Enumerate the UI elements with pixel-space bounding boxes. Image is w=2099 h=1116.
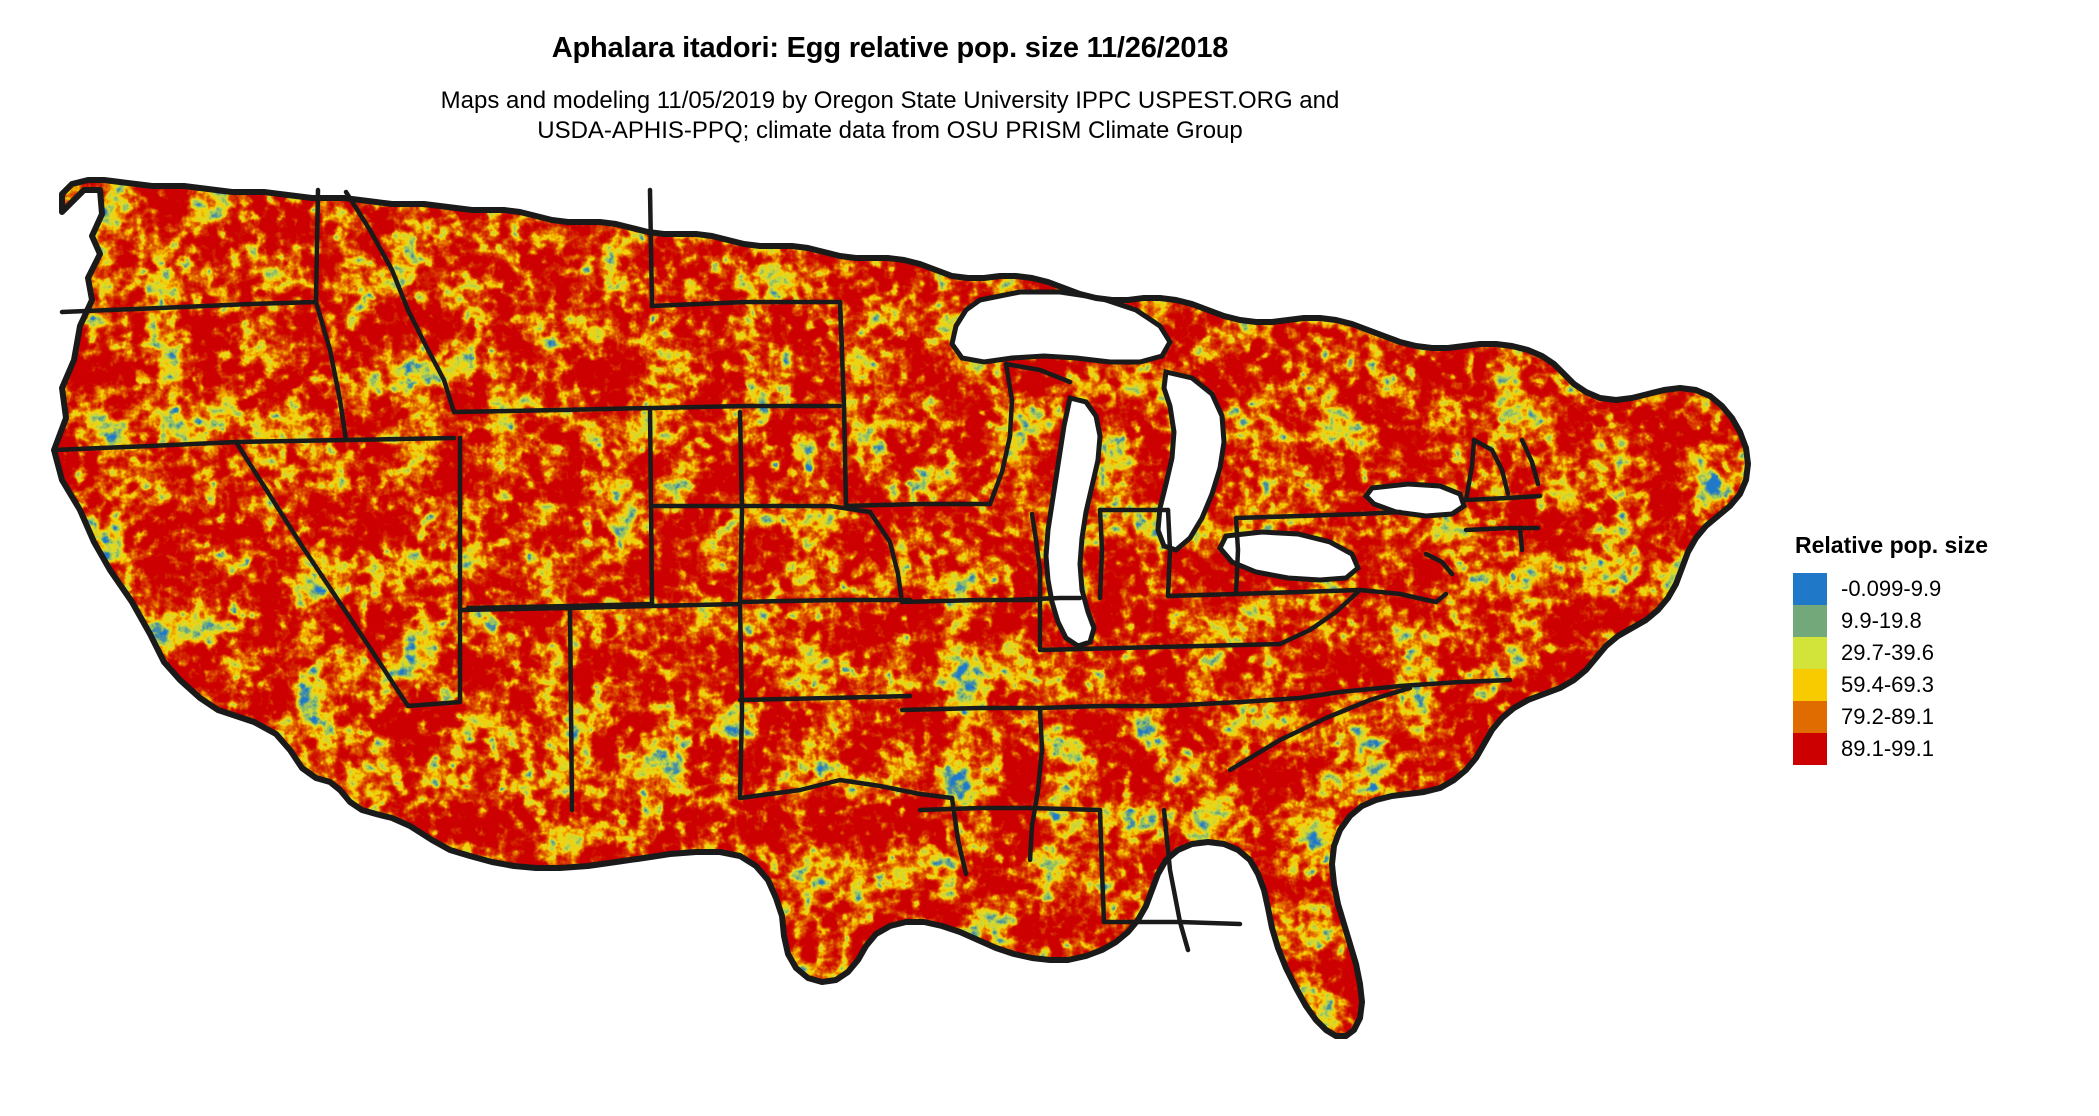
- state-borders-layer: [51, 187, 1543, 953]
- state-border-sd-nd: [649, 403, 843, 411]
- state-border-ok-tx: [737, 777, 955, 801]
- state-border-la-ms: [1027, 805, 1103, 813]
- page-subtitle: Maps and modeling 11/05/2019 by Oregon S…: [0, 86, 1780, 146]
- state-border-nh-me: [1519, 437, 1541, 487]
- legend-items: -0.099-9.9 9.9-19.8 29.7-39.6 59.4-69.3 79.2…: [1793, 573, 2083, 765]
- state-border-il-in: [1097, 507, 1105, 601]
- state-border-ma-ct-ri: [1463, 525, 1541, 533]
- state-border-ar-la: [917, 805, 1033, 813]
- state-border-ks-ok: [737, 693, 913, 703]
- state-border-va-md: [1357, 587, 1439, 605]
- state-border-tx-la: [949, 795, 969, 877]
- state-border-or-ca: [51, 439, 239, 453]
- state-border-wi-mi: [1003, 361, 1073, 385]
- state-border-in-oh: [1165, 507, 1173, 599]
- legend-label: 9.9-19.8: [1841, 608, 1922, 633]
- state-border-nj-ny: [1423, 551, 1455, 577]
- legend-swatch: [1793, 733, 1827, 765]
- legend-label: 79.2-89.1: [1841, 704, 1934, 729]
- lake-erie: [1217, 529, 1362, 583]
- state-border-ne-ia: [867, 509, 905, 605]
- lake-huron: [1155, 368, 1227, 553]
- state-border-ga-sc: [1227, 715, 1329, 773]
- map-svg: [51, 177, 1751, 1039]
- state-border-wa-or: [59, 299, 319, 315]
- state-border-oh-ky: [1165, 591, 1239, 599]
- state-border-mo-ar: [899, 705, 1043, 713]
- state-border-wi-il: [1007, 595, 1083, 603]
- great-lakes-layer: [949, 289, 1467, 649]
- state-border-pa-md: [1233, 587, 1363, 597]
- legend-label: 59.4-69.3: [1841, 672, 1934, 697]
- legend-row: 29.7-39.6: [1793, 637, 2083, 669]
- state-border-nc-va: [1337, 677, 1513, 695]
- legend-row: 59.4-69.3: [1793, 669, 2083, 701]
- state-border-ca-nv: [233, 439, 411, 709]
- page-title: Aphalara itadori: Egg relative pop. size…: [551, 32, 1229, 64]
- state-border-al-ga: [1161, 807, 1191, 953]
- legend-row: -0.099-9.9: [1793, 573, 2083, 605]
- state-border-sc-nc: [1323, 685, 1413, 721]
- state-border-mt-nd: [647, 187, 655, 309]
- state-border-nd-mn: [837, 299, 845, 353]
- state-border-ks-ne: [737, 597, 913, 605]
- legend-row: 79.2-89.1: [1793, 701, 2083, 733]
- state-border-wv-va: [1277, 587, 1363, 647]
- legend-row: 89.1-99.1: [1793, 733, 2083, 765]
- state-border-ms-tn: [1037, 703, 1167, 711]
- legend-label: 89.1-99.1: [1841, 736, 1934, 761]
- legend-swatch: [1793, 605, 1827, 637]
- lake-ontario: [1362, 481, 1467, 519]
- legend-swatch: [1793, 637, 1827, 669]
- state-border-ms-al: [1097, 807, 1107, 925]
- legend-title: Relative pop. size: [1795, 532, 1989, 558]
- national-outline: [51, 177, 1751, 1039]
- state-border-tn-nc: [1161, 689, 1343, 709]
- lake-michigan: [1043, 394, 1103, 649]
- legend-label: -0.099-9.9: [1841, 576, 1942, 601]
- raster-layer: [54, 180, 1748, 1036]
- state-border-al-fl: [1101, 919, 1243, 927]
- state-border-ia-il: [1029, 511, 1043, 603]
- state-border-pa-ny: [1233, 509, 1403, 521]
- state-border-oh-pa: [1233, 515, 1241, 597]
- legend-row: 9.9-19.8: [1793, 605, 2083, 637]
- state-border-ar-ms: [1027, 705, 1045, 863]
- legend-label: 29.7-39.6: [1841, 640, 1934, 665]
- state-border-id-mt: [343, 189, 457, 415]
- state-border-nv-az: [405, 607, 463, 709]
- state-border-ny-vt: [1463, 437, 1477, 503]
- state-border-vt-nh: [1471, 437, 1511, 497]
- state-border-de-md: [1433, 591, 1449, 605]
- state-border-az-nm: [567, 605, 575, 813]
- state-border-nm-co: [567, 601, 743, 611]
- state-border-mn-wi: [987, 361, 1015, 507]
- state-border-wa-id: [313, 187, 321, 305]
- legend-swatch: [1793, 669, 1827, 701]
- state-border-ct-ri: [1517, 525, 1525, 553]
- choropleth-map: [40, 150, 1780, 1080]
- state-border-nm-tx: [737, 601, 745, 801]
- raster-class-6: [54, 180, 1748, 1036]
- state-border-ia-mn: [843, 501, 993, 509]
- state-border-co-ks: [737, 409, 745, 607]
- state-border-tn-ky: [1037, 641, 1283, 653]
- state-border-ut-az: [457, 605, 573, 613]
- state-border-ne-sd: [649, 503, 873, 515]
- state-border-mt-wy: [451, 405, 653, 415]
- state-border-ma-north: [1463, 493, 1543, 503]
- state-border-or-id: [313, 299, 349, 443]
- map-legend: Relative pop. size -0.099-9.9 9.9-19.8 29.…: [1793, 532, 2083, 765]
- subtitle-line-2: USDA-APHIS-PPQ; climate data from OSU PR…: [537, 117, 1243, 144]
- legend-swatch: [1793, 573, 1827, 605]
- state-border-id-nv-ut: [233, 435, 457, 445]
- legend-swatch: [1793, 701, 1827, 733]
- subtitle-line-1: Maps and modeling 11/05/2019 by Oregon S…: [440, 87, 1340, 114]
- state-border-nd-top: [649, 299, 843, 309]
